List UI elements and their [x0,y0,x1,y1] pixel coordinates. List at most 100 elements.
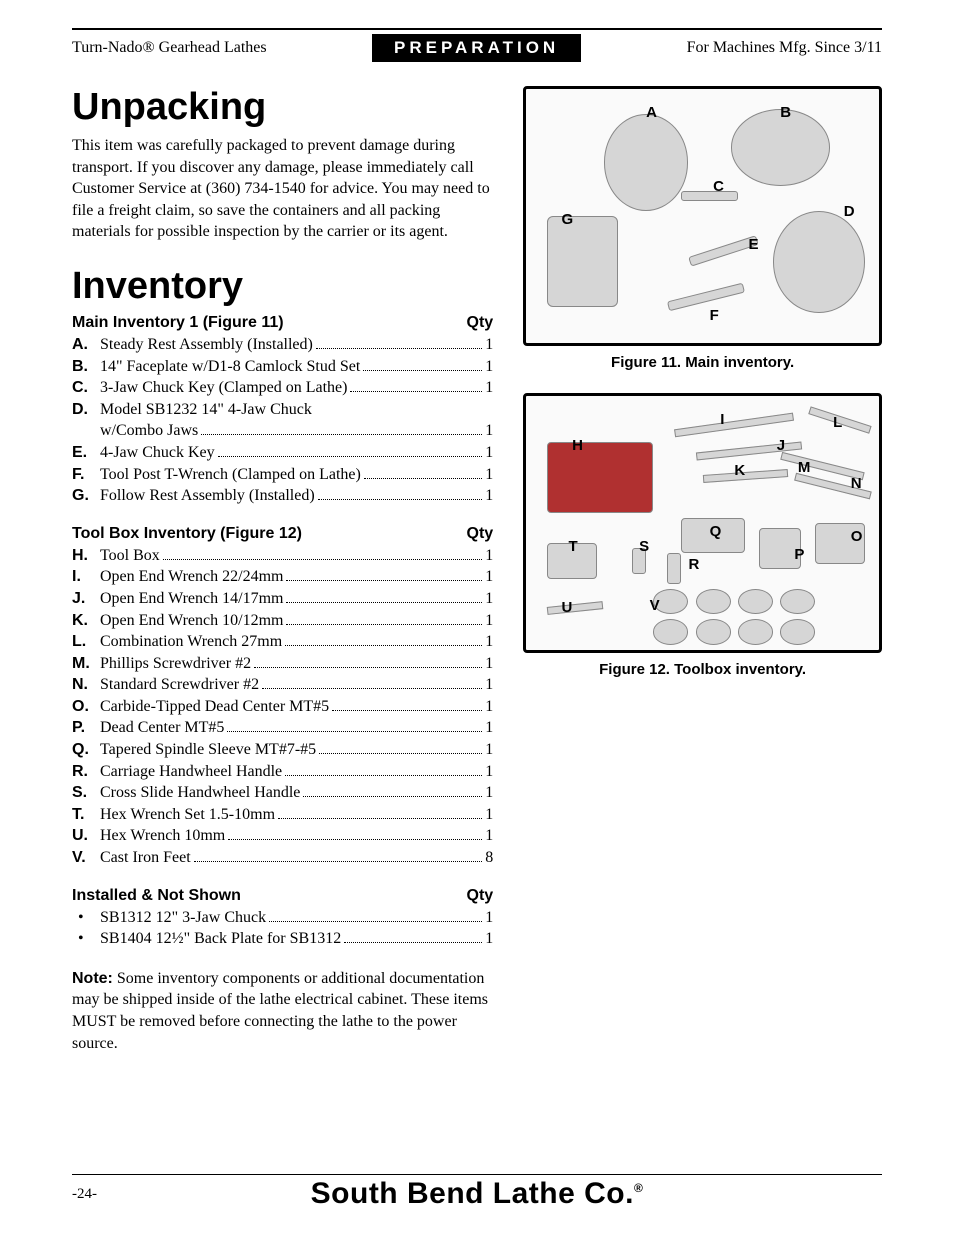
toolbox-inventory-qty-label: Qty [467,525,494,543]
inventory-letter: B. [72,356,100,378]
installed-header: Installed & Not Shown Qty [72,887,493,905]
inventory-qty: 1 [485,696,493,718]
leader-dots [286,602,482,603]
leader-dots [218,456,483,457]
inventory-row: G.Follow Rest Assembly (Installed)1 [72,485,493,507]
figure-callout-label: J [777,437,785,454]
inventory-note: Note: Some inventory components or addit… [72,968,493,1054]
figure-callout-label: P [794,546,804,563]
inventory-desc: Dead Center MT#5 [100,717,224,739]
inventory-row: E.4-Jaw Chuck Key1 [72,442,493,464]
inventory-qty: 1 [485,588,493,610]
right-column: ABCDEFG Figure 11. Main inventory. [523,86,882,1054]
inventory-row: V.Cast Iron Feet8 [72,847,493,869]
footer-row: -24- South Bend Lathe Co.® [72,1177,882,1211]
inventory-desc: Tool Post T-Wrench (Clamped on Lathe) [100,464,361,486]
inventory-qty: 1 [485,356,493,378]
inventory-desc: Carriage Handwheel Handle [100,761,282,783]
inventory-desc: Open End Wrench 10/12mm [100,610,283,632]
page-header: Turn-Nado® Gearhead Lathes PREPARATION F… [72,34,882,62]
inventory-letter: K. [72,610,100,632]
inventory-letter: F. [72,464,100,486]
main-inventory-header: Main Inventory 1 (Figure 11) Qty [72,314,493,332]
leader-dots [163,559,482,560]
inventory-qty: 1 [485,717,493,739]
installed-row: •SB1404 12½" Back Plate for SB13121 [72,928,493,950]
inventory-qty: 1 [485,610,493,632]
figure-callout-label: L [833,414,842,431]
fig12-part-foot2 [696,589,731,614]
inventory-desc: Hex Wrench Set 1.5-10mm [100,804,275,826]
installed-list: •SB1312 12" 3-Jaw Chuck1•SB1404 12½" Bac… [72,907,493,950]
inventory-row: B.14" Faceplate w/D1-8 Camlock Stud Set 1 [72,356,493,378]
inventory-desc: Carbide-Tipped Dead Center MT#5 [100,696,329,718]
inventory-letter: H. [72,545,100,567]
fig12-part-hex10 [547,601,604,614]
unpacking-body: This item was carefully packaged to prev… [72,135,493,243]
leader-dots [285,645,482,646]
inventory-qty: 1 [485,825,493,847]
unpacking-title: Unpacking [72,86,493,129]
leader-dots [286,580,482,581]
bullet-icon: • [72,907,100,929]
inventory-qty: 1 [485,631,493,653]
bottom-rule [72,1174,882,1175]
inventory-desc: Follow Rest Assembly (Installed) [100,485,315,507]
inventory-row: T.Hex Wrench Set 1.5-10mm 1 [72,804,493,826]
figure-callout-label: Q [710,523,722,540]
brand-registered-icon: ® [634,1181,643,1195]
inventory-qty: 1 [485,442,493,464]
inventory-desc: 14" Faceplate w/D1-8 Camlock Stud Set [100,356,360,378]
figure-callout-label: B [780,104,791,121]
content-columns: Unpacking This item was carefully packag… [72,86,882,1054]
installed-qty-label: Qty [467,887,494,905]
installed-qty: 1 [485,928,493,950]
leader-dots [286,624,482,625]
leader-dots [227,731,482,732]
inventory-qty: 1 [485,545,493,567]
leader-dots [194,861,483,862]
inventory-qty: 1 [485,377,493,399]
inventory-qty: 1 [485,653,493,675]
leader-dots [332,710,482,711]
leader-dots [285,775,482,776]
inventory-row: J.Open End Wrench 14/17mm1 [72,588,493,610]
inventory-desc: Steady Rest Assembly (Installed) [100,334,313,356]
figure-callout-label: O [851,528,863,545]
inventory-desc: Open End Wrench 14/17mm [100,588,283,610]
inventory-letter: E. [72,442,100,464]
figure-callout-label: A [646,104,657,121]
inventory-letter: T. [72,804,100,826]
brand-name: South Bend Lathe Co.® [152,1177,802,1211]
inventory-letter: D. [72,399,100,421]
inventory-row: D.Model SB1232 14" 4-Jaw Chuck [72,399,493,421]
figure-callout-label: V [650,597,660,614]
figure-callout-label: U [561,599,572,616]
inventory-letter: L. [72,631,100,653]
page-number: -24- [72,1186,152,1203]
inventory-row: S.Cross Slide Handwheel Handle1 [72,782,493,804]
figure-callout-label: G [561,211,573,228]
inventory-letter: G. [72,485,100,507]
inventory-row: w/Combo Jaws1 [72,420,493,442]
figure-callout-label: I [720,411,724,428]
inventory-desc: Tapered Spindle Sleeve MT#7-#5 [100,739,316,761]
bullet-icon: • [72,928,100,950]
inventory-row: F.Tool Post T-Wrench (Clamped on Lathe)1 [72,464,493,486]
inventory-desc: Phillips Screwdriver #2 [100,653,251,675]
leader-dots [350,391,482,392]
figure-callout-label: H [572,437,583,454]
figure-callout-label: M [798,459,811,476]
inventory-row: U.Hex Wrench 10mm1 [72,825,493,847]
inventory-row: N.Standard Screwdriver #21 [72,674,493,696]
leader-dots [316,348,482,349]
inventory-row: R.Carriage Handwheel Handle1 [72,761,493,783]
header-center-badge: PREPARATION [372,34,581,62]
inventory-letter: N. [72,674,100,696]
inventory-qty: 1 [485,804,493,826]
inventory-desc: Open End Wrench 22/24mm [100,566,283,588]
fig11-part-twrench [667,283,745,312]
note-label: Note: [72,970,113,987]
inventory-desc: Model SB1232 14" 4-Jaw Chuck [100,399,312,421]
inventory-qty: 1 [485,420,493,442]
